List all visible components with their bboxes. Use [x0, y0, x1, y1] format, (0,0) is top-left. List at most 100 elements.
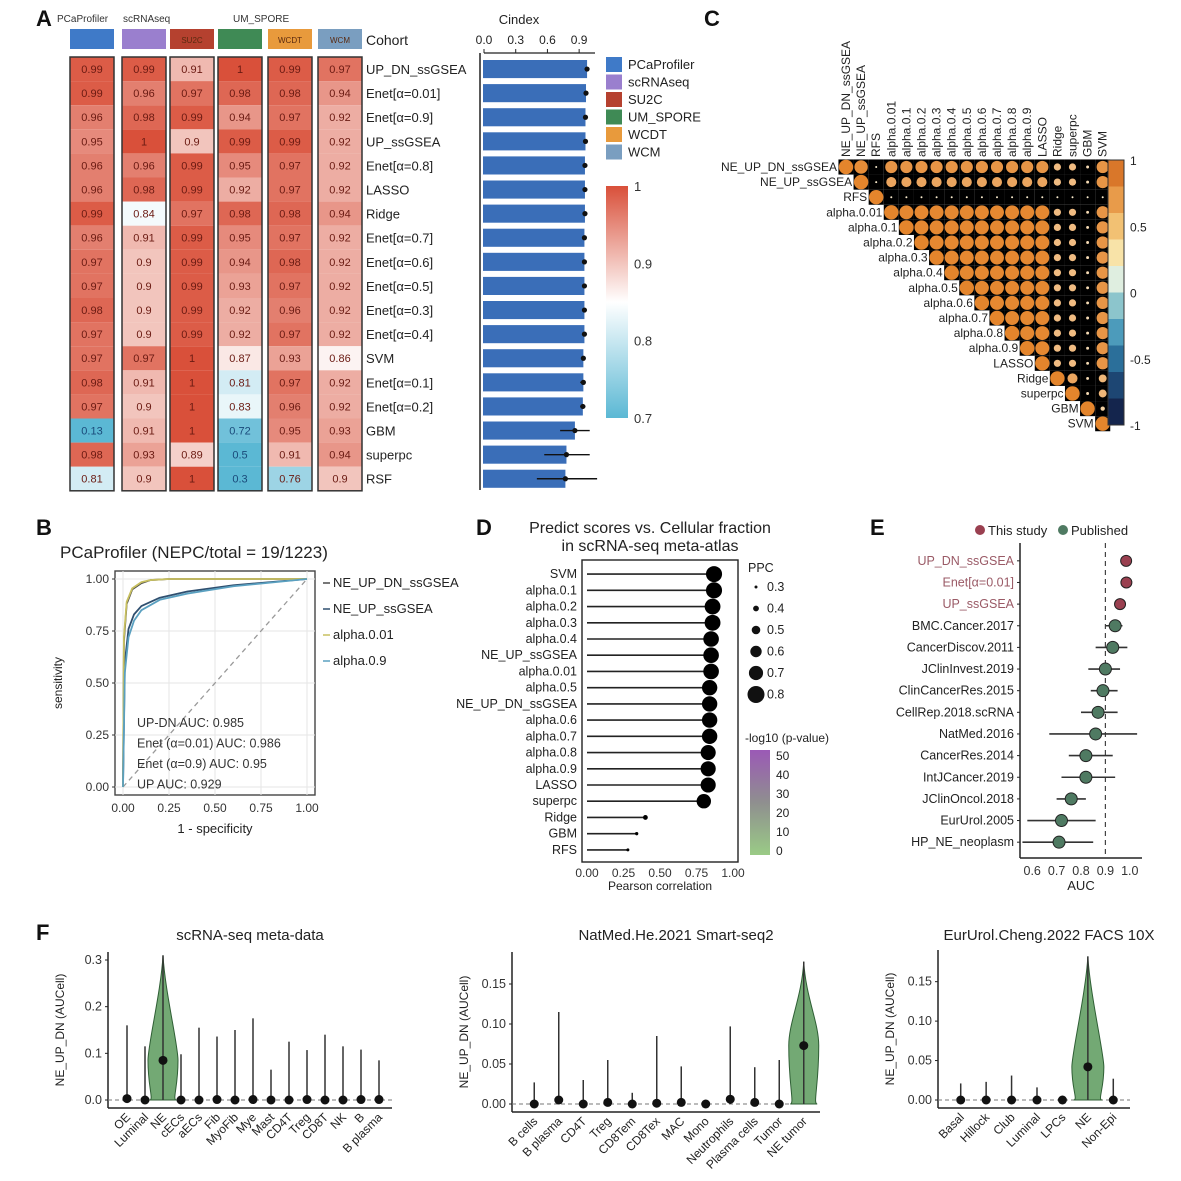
- heatmap-cell: [170, 129, 214, 154]
- cindex-point: [581, 331, 588, 337]
- corr-circle: [1021, 160, 1034, 174]
- heatmap-cell: [70, 346, 114, 371]
- corr-circle: [1086, 301, 1090, 305]
- corr-column-label: alpha.0.7: [990, 107, 1004, 157]
- corr-circle: [1035, 265, 1050, 280]
- pvalue-legend-label: 20: [776, 806, 790, 820]
- heatmap-cell-value: 0.99: [81, 64, 102, 76]
- corr-circle: [1086, 346, 1090, 350]
- corr-circle: [900, 160, 913, 174]
- heatmap-cell: [218, 201, 262, 226]
- corr-circle: [996, 196, 998, 199]
- heatmap-cell: [218, 418, 262, 443]
- corr-circle: [915, 160, 928, 174]
- cindex-bar: [483, 397, 583, 416]
- corr-circle: [959, 205, 974, 220]
- corr-circle: [1020, 326, 1035, 341]
- corr-circle: [920, 196, 923, 199]
- corr-colorbar-tick: 0: [1130, 287, 1137, 301]
- panel-a-heatmap: PCaProfiler scRNAseq UM_SPORE SU2C WCDT WCM Co…: [57, 14, 652, 492]
- violin-y-tick-label: 0.15: [482, 977, 506, 991]
- lollipop-dot: [705, 582, 723, 599]
- heatmap-cell-value: 0.99: [181, 185, 202, 197]
- cindex-point: [580, 355, 586, 361]
- heatmap-cell: [268, 153, 312, 178]
- heatmap-cell-value: 0.98: [279, 209, 300, 221]
- heatmap-cell-value: 0.92: [329, 305, 350, 317]
- pvalue-colorbar: [750, 750, 770, 855]
- heatmap-row-label: Enet[α=0.3]: [366, 303, 433, 318]
- corr-circle: [1086, 271, 1090, 275]
- cindex-bar: [483, 228, 585, 247]
- violin-median-point: [603, 1097, 613, 1107]
- roc-x-axis-label: 1 - specificity: [177, 821, 253, 836]
- corr-circle: [916, 177, 927, 188]
- heatmap-cell: [122, 105, 166, 130]
- cohort-color-swatch: [218, 29, 262, 49]
- forest-point: [1091, 705, 1105, 719]
- ppc-legend-dot: [748, 665, 764, 681]
- lollipop-dot: [701, 712, 718, 728]
- cohort-legend-label: scRNAseq: [628, 75, 689, 90]
- heatmap-cell: [170, 201, 214, 226]
- heatmap-row-label: GBM: [366, 424, 396, 439]
- corr-circle: [1080, 401, 1095, 416]
- cindex-point: [582, 114, 589, 120]
- heatmap-cell-value: 0.99: [181, 281, 202, 293]
- corr-circle: [974, 205, 989, 220]
- heatmap-cell-value: 0.93: [329, 426, 350, 438]
- heatmap-cell: [122, 370, 166, 395]
- ppc-legend-label: 0.6: [767, 645, 784, 659]
- heatmap-cell: [70, 394, 114, 419]
- cohort-color-swatch: [122, 29, 166, 49]
- corr-circle: [1086, 165, 1090, 169]
- lollipop-dot: [704, 598, 721, 615]
- heatmap-cell-value: 0.91: [133, 426, 154, 438]
- corr-circle: [1036, 160, 1049, 174]
- corr-circle: [1086, 286, 1090, 290]
- corr-circle: [1086, 210, 1090, 214]
- corr-column-label: alpha.0.8: [1005, 107, 1019, 157]
- heatmap-cell-value: 0.81: [229, 377, 250, 389]
- heatmap-cell-value: 0.99: [279, 136, 300, 148]
- violin-category-label: LPCs: [1038, 1110, 1069, 1141]
- heatmap-cell: [170, 57, 214, 82]
- lollipop-category-label: alpha.0.1: [526, 583, 577, 597]
- panel-c-corrplot: NE_UP_DN_ssGSEANE_UP_DN_ssGSEANE_UP_ssGS…: [721, 41, 1151, 433]
- heatmap-cell: [268, 225, 312, 250]
- corr-circle: [929, 220, 944, 235]
- heatmap-cell-value: 0.9: [136, 329, 151, 341]
- corr-circle: [990, 280, 1004, 295]
- heatmap-cell-value: 0.92: [329, 377, 350, 389]
- violin-median-point: [1108, 1095, 1118, 1105]
- heatmap-cell: [268, 442, 312, 467]
- heatmap-cell-value: 0.76: [279, 474, 300, 486]
- corr-circle: [854, 160, 868, 174]
- corr-column-label: alpha.0.5: [960, 107, 974, 157]
- lollipop-dot: [700, 777, 716, 793]
- lollipop-dot: [703, 663, 719, 680]
- cohort-legend-label: WCM: [628, 145, 661, 160]
- colorbar-tick-label: 1: [634, 179, 641, 194]
- corr-circle: [944, 265, 959, 280]
- corr-circle: [1096, 342, 1109, 355]
- corr-circle: [1068, 269, 1077, 277]
- corr-row-label: Ridge: [1017, 371, 1049, 385]
- forest-category-label: JClinOncol.2018: [922, 792, 1014, 806]
- corr-circle: [1053, 238, 1061, 247]
- corr-circle: [1096, 160, 1109, 174]
- corr-circle: [1053, 359, 1061, 367]
- lollipop-dot: [643, 815, 648, 820]
- corr-circle: [1068, 314, 1077, 322]
- heatmap-cell-value: 0.97: [279, 281, 300, 293]
- cohort-legend-swatch: [606, 144, 622, 160]
- corr-circle: [853, 174, 869, 190]
- heatmap-cell-value: 0.95: [81, 136, 102, 148]
- cohort-legend-swatch: [606, 74, 622, 90]
- corr-column-label: GBM: [1081, 130, 1095, 157]
- corr-colorbar-segment: [1108, 292, 1124, 320]
- violin-y-tick-label: 0.00: [482, 1097, 506, 1111]
- heatmap-cell: [268, 322, 312, 347]
- heatmap-column-border: [121, 56, 167, 492]
- heatmap-cell: [70, 298, 114, 323]
